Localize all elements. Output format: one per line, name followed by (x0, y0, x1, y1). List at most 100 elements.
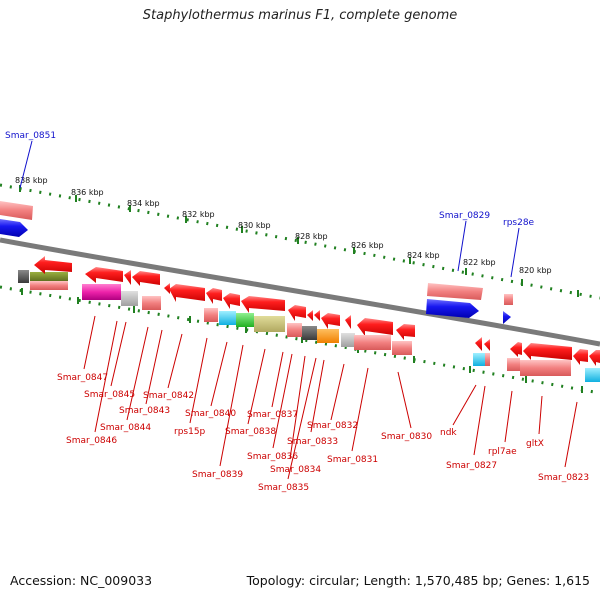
gene-label: Smar_0836 (247, 452, 298, 462)
gene-feature[interactable] (341, 333, 355, 347)
ruler-line (0, 183, 600, 300)
gene-feature[interactable] (392, 341, 412, 355)
gene-feature[interactable] (485, 353, 490, 366)
gene-feature[interactable] (223, 293, 240, 309)
leader-line (210, 341, 228, 407)
leader-line (247, 348, 266, 425)
leader-line (167, 333, 183, 389)
ruler-label: 830 kbp (238, 221, 271, 230)
leader-line (510, 227, 520, 278)
gene-label: Smar_0832 (307, 421, 358, 431)
gene-feature[interactable] (82, 284, 121, 300)
gene-feature[interactable] (30, 272, 68, 281)
ruler-label: 828 kbp (295, 232, 328, 241)
gene-label: gltX (526, 439, 544, 449)
gene-feature[interactable] (307, 310, 313, 321)
gene-feature[interactable] (30, 281, 68, 290)
leader-line (145, 329, 163, 405)
gene-label: Smar_0840 (185, 409, 236, 419)
gene-feature[interactable] (288, 305, 306, 321)
ruler-label: 822 kbp (463, 258, 496, 267)
leader-line (110, 321, 127, 387)
gene-feature[interactable] (0, 201, 33, 220)
leader-line (272, 353, 293, 449)
gene-feature[interactable] (585, 368, 600, 382)
gene-label: Smar_0833 (287, 437, 338, 447)
gene-feature[interactable] (169, 284, 205, 302)
gene-feature[interactable] (219, 311, 236, 325)
gene-feature[interactable] (427, 283, 483, 300)
gene-feature[interactable] (18, 270, 29, 283)
gene-label: Smar_0834 (270, 465, 321, 475)
gene-feature[interactable] (124, 270, 131, 285)
gene-feature[interactable] (314, 310, 320, 321)
genome-title: Staphylothermus marinus F1, complete gen… (142, 8, 458, 23)
gene-feature[interactable] (236, 313, 254, 327)
gene-label: Smar_0830 (381, 432, 432, 442)
leader-line (126, 326, 149, 421)
rna-feature[interactable] (426, 299, 479, 318)
gene-feature[interactable] (357, 318, 393, 336)
accession-text: Accession: NC_009033 (10, 573, 153, 588)
leader-line (504, 390, 513, 443)
leader-line (452, 384, 477, 426)
gene-feature[interactable] (204, 308, 218, 322)
gene-feature[interactable] (589, 350, 600, 366)
leader-line (457, 220, 467, 272)
gene-feature[interactable] (287, 323, 302, 337)
gene-label: Smar_0851 (5, 131, 56, 141)
gene-feature[interactable] (507, 358, 520, 371)
gene-feature[interactable] (523, 343, 572, 360)
gene-feature[interactable] (473, 353, 485, 366)
leader-line (310, 359, 325, 433)
gene-feature[interactable] (345, 315, 351, 329)
rna-feature[interactable] (0, 219, 28, 237)
leader-line (287, 357, 317, 480)
gene-feature[interactable] (302, 326, 317, 340)
gene-label: Smar_0837 (247, 410, 298, 420)
gene-feature[interactable] (354, 335, 391, 350)
gene-feature[interactable] (321, 313, 340, 329)
gene-label: Smar_0844 (100, 423, 151, 433)
gene-feature[interactable] (34, 256, 72, 274)
gene-feature[interactable] (520, 360, 571, 376)
gene-feature[interactable] (206, 288, 222, 304)
gene-label: Smar_0829 (439, 211, 490, 221)
gene-feature[interactable] (85, 267, 123, 283)
gene-label: rps15p (174, 427, 206, 437)
gene-feature[interactable] (142, 296, 161, 310)
ruler-label: 826 kbp (351, 241, 384, 250)
gene-feature[interactable] (241, 296, 285, 313)
ruler-label: 820 kbp (519, 266, 552, 275)
gene-feature[interactable] (510, 342, 522, 357)
gene-label: Smar_0845 (84, 390, 135, 400)
ruler-label: 832 kbp (182, 210, 215, 219)
rna-feature[interactable] (503, 311, 511, 324)
leader-line (397, 371, 412, 429)
genome-backbone (0, 237, 600, 347)
gene-label: Smar_0842 (143, 391, 194, 401)
gene-feature[interactable] (504, 294, 513, 305)
gene-feature[interactable] (121, 291, 138, 306)
gene-label: Smar_0839 (192, 470, 243, 480)
gene-label: Smar_0827 (446, 461, 497, 471)
gene-feature[interactable] (317, 329, 339, 343)
ruler-label: 834 kbp (127, 199, 160, 208)
upper-features (0, 201, 513, 324)
gene-feature[interactable] (396, 324, 415, 340)
genome-summary-text: Topology: circular; Length: 1,570,485 bp… (246, 573, 590, 588)
gene-feature[interactable] (484, 339, 490, 351)
gene-feature[interactable] (573, 349, 588, 365)
leader-line (219, 344, 244, 467)
leader-line (189, 337, 208, 424)
gene-feature[interactable] (254, 316, 285, 332)
ruler-label: 824 kbp (407, 251, 440, 260)
lower-features (18, 256, 600, 382)
leader-line (271, 351, 284, 408)
gene-feature[interactable] (475, 337, 482, 351)
leader-line (564, 401, 578, 468)
gene-feature[interactable] (164, 283, 170, 294)
gene-feature[interactable] (132, 271, 160, 286)
gene-label: Smar_0831 (327, 455, 378, 465)
